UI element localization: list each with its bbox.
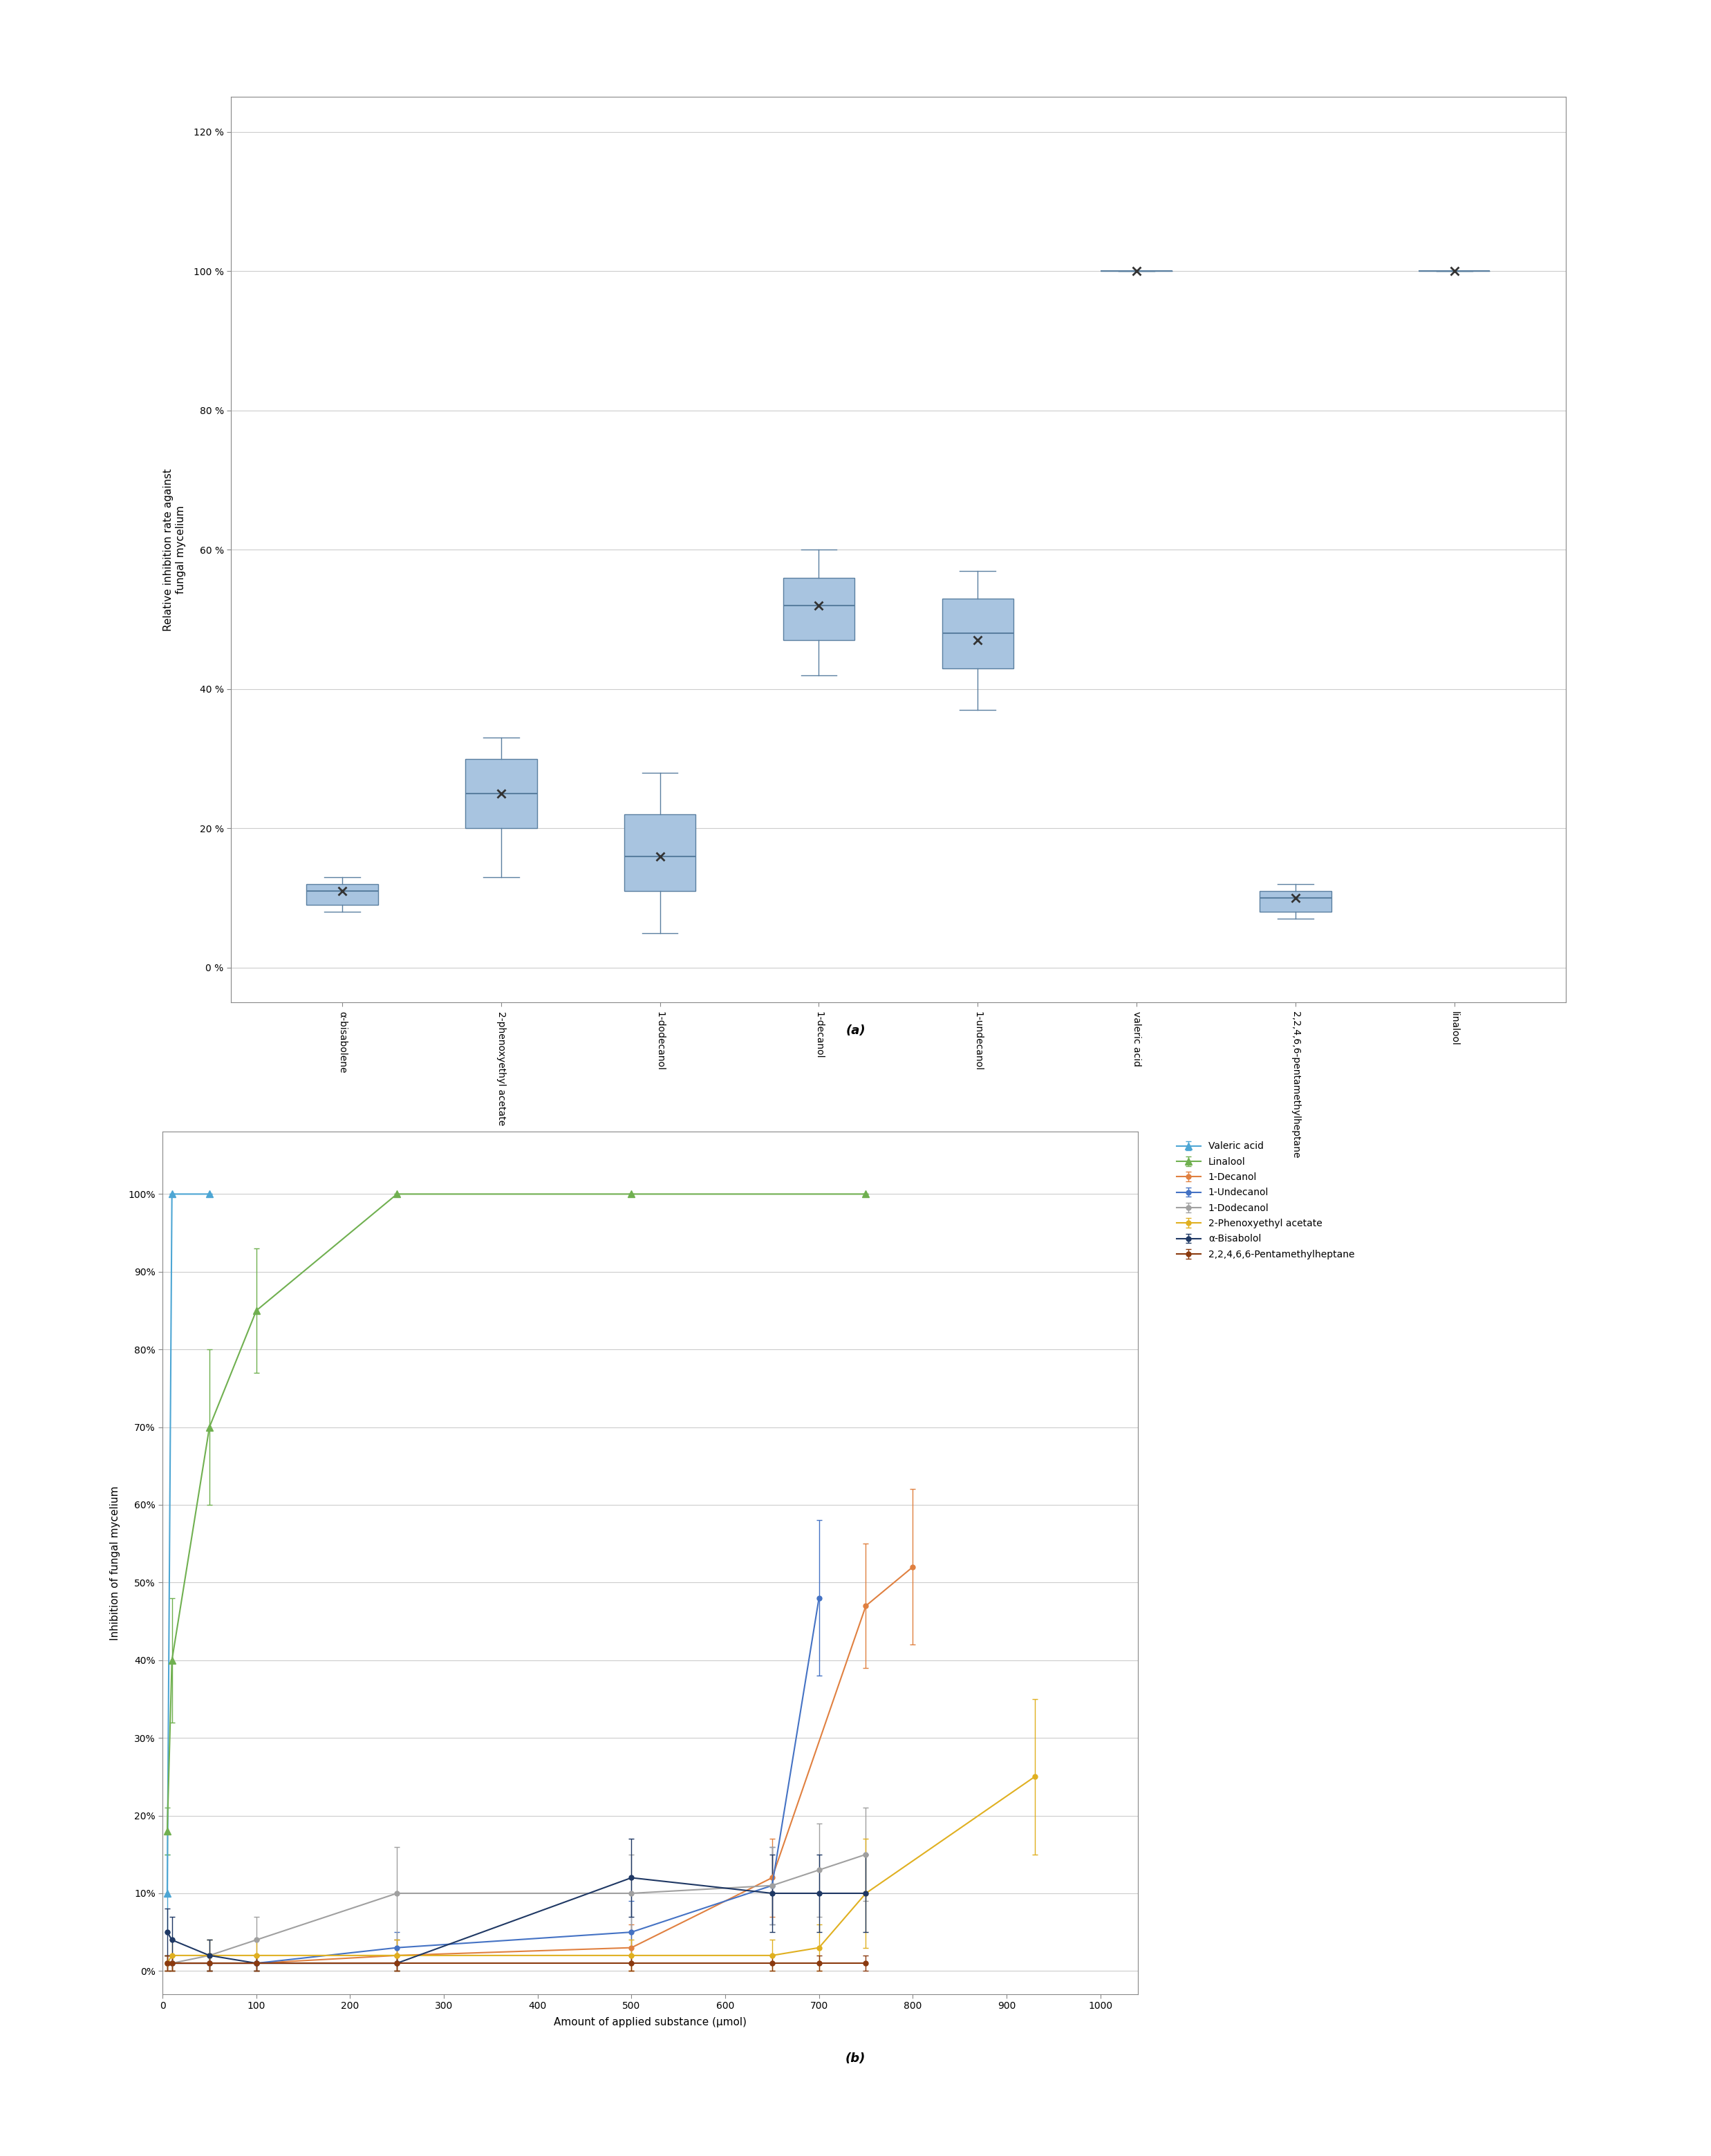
PathPatch shape bbox=[943, 599, 1013, 668]
PathPatch shape bbox=[465, 759, 537, 828]
PathPatch shape bbox=[306, 884, 378, 906]
X-axis label: Pure substances: Pure substances bbox=[856, 1166, 941, 1177]
PathPatch shape bbox=[1259, 890, 1331, 912]
Y-axis label: Relative inhibition rate against
fungal mycelium: Relative inhibition rate against fungal … bbox=[163, 468, 186, 632]
X-axis label: Amount of applied substance (μmol): Amount of applied substance (μmol) bbox=[554, 2018, 746, 2027]
Legend: Valeric acid, Linalool, 1-Decanol, 1-Undecanol, 1-Dodecanol, 2-Phenoxyethyl acet: Valeric acid, Linalool, 1-Decanol, 1-Und… bbox=[1172, 1136, 1359, 1263]
PathPatch shape bbox=[625, 815, 696, 890]
Y-axis label: Inhibition of fungal mycelium: Inhibition of fungal mycelium bbox=[110, 1485, 120, 1641]
Text: (b): (b) bbox=[845, 2053, 866, 2065]
PathPatch shape bbox=[784, 578, 854, 640]
Text: (a): (a) bbox=[845, 1024, 866, 1037]
